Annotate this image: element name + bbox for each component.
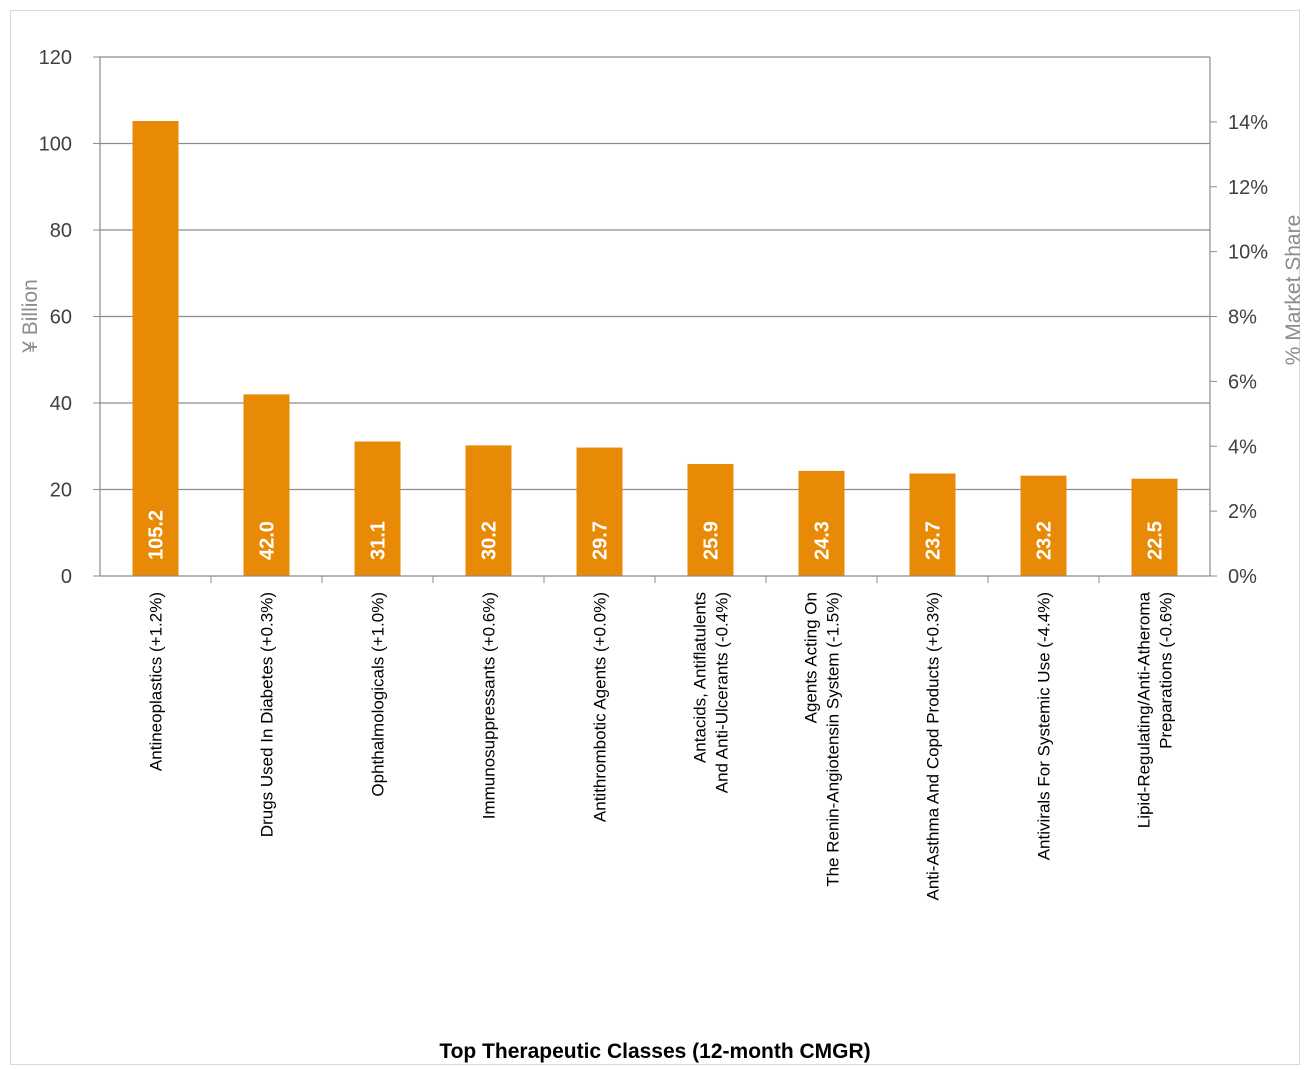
bar bbox=[354, 441, 401, 576]
category-label: Antivirals For Systemic Use (-4.4%) bbox=[1035, 592, 1054, 860]
bar bbox=[576, 447, 623, 576]
bar bbox=[132, 121, 179, 576]
bar bbox=[687, 463, 734, 576]
y-tick-label: 40 bbox=[50, 393, 72, 415]
y2-tick-label: 10% bbox=[1228, 242, 1268, 264]
y2-tick-label: 0% bbox=[1228, 566, 1257, 588]
labels: 105.2 Antineoplastics (+1.2%) 42.0 Drugs Us… bbox=[146, 510, 1176, 901]
category-label: Antacids, Antiflatulents bbox=[691, 592, 710, 763]
category-label: Drugs Used In Diabetes (+0.3%) bbox=[258, 592, 277, 837]
bars bbox=[132, 121, 1178, 576]
category-label: Antineoplastics (+1.2%) bbox=[147, 592, 166, 771]
y-tick-label: 0 bbox=[61, 566, 72, 588]
bar bbox=[1020, 475, 1067, 576]
y-tick-label: 20 bbox=[50, 480, 72, 502]
y2-tick-label: 8% bbox=[1228, 307, 1257, 329]
y2-tick-label: 6% bbox=[1228, 371, 1257, 393]
category-label: Immunosuppressants (+0.6%) bbox=[480, 592, 499, 819]
bar bbox=[798, 470, 845, 576]
category-label: Agents Acting On bbox=[802, 592, 821, 723]
x-axis-title: Top Therapeutic Classes (12-month CMGR) bbox=[439, 1040, 870, 1063]
y-tick-label: 120 bbox=[39, 47, 72, 69]
y2-tick-label: 14% bbox=[1228, 112, 1268, 134]
y-tick-label: 60 bbox=[50, 307, 72, 329]
bar bbox=[1131, 478, 1178, 576]
y2-tick-label: 2% bbox=[1228, 501, 1257, 523]
bar-value-label: 42.0 bbox=[257, 521, 279, 560]
y-tick-label: 100 bbox=[39, 134, 72, 156]
chart-frame bbox=[10, 10, 1300, 1065]
bar-value-label: 23.7 bbox=[923, 521, 945, 560]
bar-value-label: 24.3 bbox=[812, 521, 834, 560]
axes: 0 20 40 60 80 100 120 0% 2% 4% 6% 8% 10% 12% 14% bbox=[39, 47, 1269, 588]
bar-value-label: 105.2 bbox=[146, 510, 168, 560]
category-label: And Anti-Ulcerants (-0.4%) bbox=[713, 592, 732, 793]
category-label: The Renin-Angiotensin System (-1.5%) bbox=[824, 592, 843, 887]
category-label: Lipid-Regulating/Anti-Atheroma bbox=[1135, 591, 1154, 828]
y-axis-title: ¥ Billion bbox=[19, 279, 42, 354]
y2-tick-label: 4% bbox=[1228, 436, 1257, 458]
category-label: Anti-Asthma And Copd Products (+0.3%) bbox=[924, 592, 943, 901]
category-label: Ophthalmologicals (+1.0%) bbox=[369, 592, 388, 797]
category-label: Preparations (-0.6%) bbox=[1157, 592, 1176, 749]
bar-value-label: 22.5 bbox=[1145, 521, 1167, 560]
bar-value-label: 30.2 bbox=[479, 521, 501, 560]
bar bbox=[243, 394, 290, 576]
bar-value-label: 31.1 bbox=[368, 521, 390, 560]
bar bbox=[465, 445, 512, 576]
y2-axis-title: % Market Share bbox=[1282, 215, 1305, 366]
y2-tick-label: 12% bbox=[1228, 177, 1268, 199]
bar-value-label: 23.2 bbox=[1034, 521, 1056, 560]
bar bbox=[909, 473, 956, 576]
category-label: Antithrombotic Agents (+0.0%) bbox=[591, 592, 610, 822]
bar-value-label: 25.9 bbox=[701, 521, 723, 560]
y-tick-label: 80 bbox=[50, 220, 72, 242]
bar-value-label: 29.7 bbox=[590, 521, 612, 560]
